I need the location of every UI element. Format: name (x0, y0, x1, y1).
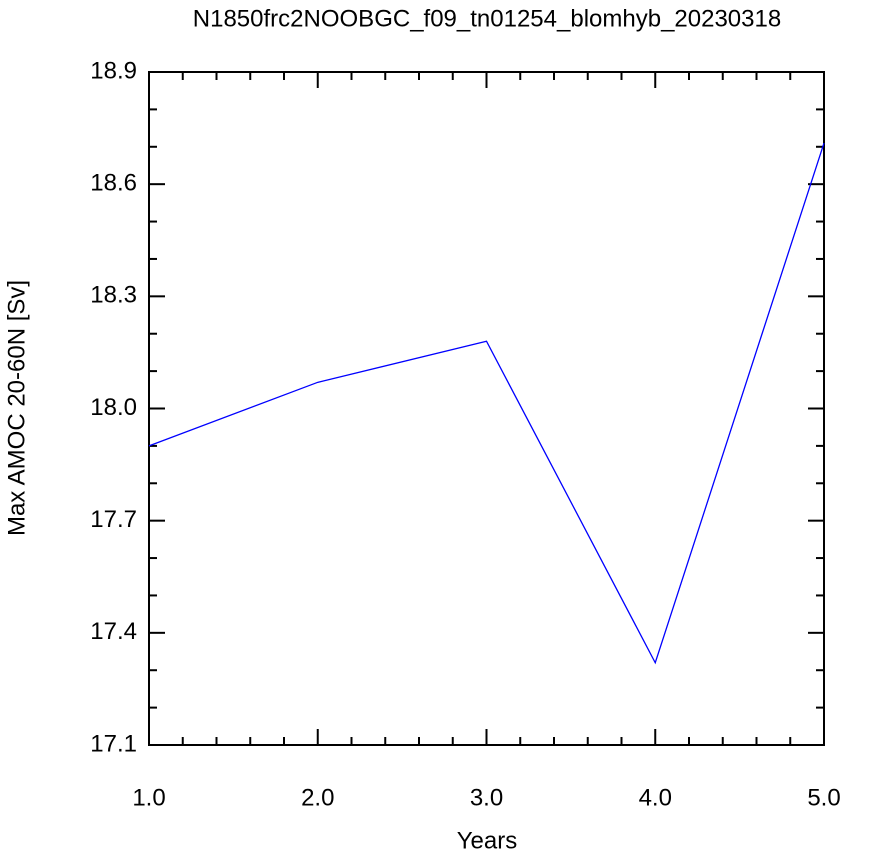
x-tick-label: 4.0 (639, 784, 672, 811)
x-tick-label: 5.0 (807, 784, 840, 811)
x-axis-label: Years (457, 827, 518, 854)
y-tick-label: 17.4 (90, 618, 137, 645)
x-tick-label: 1.0 (132, 784, 165, 811)
chart-title: N1850frc2NOOBGC_f09_tn01254_blomhyb_2023… (193, 5, 781, 32)
y-tick-label: 18.0 (90, 394, 137, 421)
y-axis-label: Max AMOC 20-60N [Sv] (3, 280, 30, 536)
plot-frame (148, 71, 825, 746)
y-tick-label: 18.3 (90, 282, 137, 309)
y-tick-label: 18.9 (90, 57, 137, 84)
y-tick-label: 17.7 (90, 506, 137, 533)
y-tick-label: 18.6 (90, 170, 137, 197)
data-line (148, 142, 825, 665)
y-tick-label: 17.1 (90, 730, 137, 757)
x-tick-label: 3.0 (470, 784, 503, 811)
x-tick-label: 2.0 (301, 784, 334, 811)
